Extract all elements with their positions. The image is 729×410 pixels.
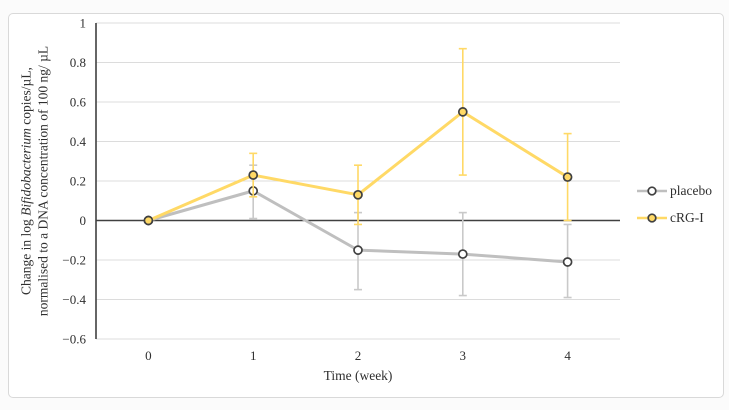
marker-cRG-I-week3 (457, 107, 468, 117)
x-axis-title: Time (week) (323, 368, 393, 383)
legend-label-cRG-I: cRG-I (670, 209, 704, 225)
y-title-italic-species: Bifidobacterium (18, 128, 34, 216)
x-tick-label: 1 (250, 348, 257, 363)
marker-placebo-week3 (457, 249, 468, 259)
figure-frame (8, 13, 724, 398)
marker-cRG-I-week1 (248, 170, 259, 180)
marker-cRG-I-week0 (143, 215, 154, 226)
marker-placebo-week2 (353, 245, 363, 255)
legend-marker-placebo (637, 185, 667, 196)
y-tick-label: 0.6 (70, 95, 87, 110)
y-title-suffix: copies/µL, (18, 67, 34, 129)
y-axis-title-line1: Change in log Bifidobacterium copies/µL, (19, 46, 36, 316)
y-tick-label: 1 (80, 16, 87, 31)
y-axis-title: Change in log Bifidobacterium copies/µL,… (19, 46, 52, 316)
y-tick-label: 0 (80, 213, 87, 228)
x-tick-label: 2 (355, 348, 362, 363)
y-tick-label: −0.2 (62, 253, 86, 268)
legend-item-placebo: placebo (637, 177, 712, 204)
legend: placebo cRG-I (637, 177, 712, 231)
x-tick-label: 3 (460, 348, 467, 363)
y-tick-label: 0.4 (70, 134, 87, 149)
y-tick-label: 0.2 (70, 174, 86, 189)
x-tick-label: 4 (564, 348, 571, 363)
legend-item-cRG-I: cRG-I (637, 204, 712, 231)
y-axis-title-line2: normalised to a DNA concentration of 100… (35, 45, 50, 317)
marker-placebo-week4 (562, 257, 573, 267)
y-title-prefix: Change in log (18, 215, 34, 295)
legend-label-placebo: placebo (670, 182, 712, 198)
legend-marker-cRG-I (637, 212, 667, 223)
marker-cRG-I-week2 (353, 189, 363, 200)
y-tick-label: 0.8 (70, 55, 86, 70)
y-tick-label: −0.6 (62, 332, 86, 347)
marker-cRG-I-week4 (562, 172, 573, 182)
y-tick-label: −0.4 (62, 292, 86, 307)
x-tick-label: 0 (145, 348, 152, 363)
